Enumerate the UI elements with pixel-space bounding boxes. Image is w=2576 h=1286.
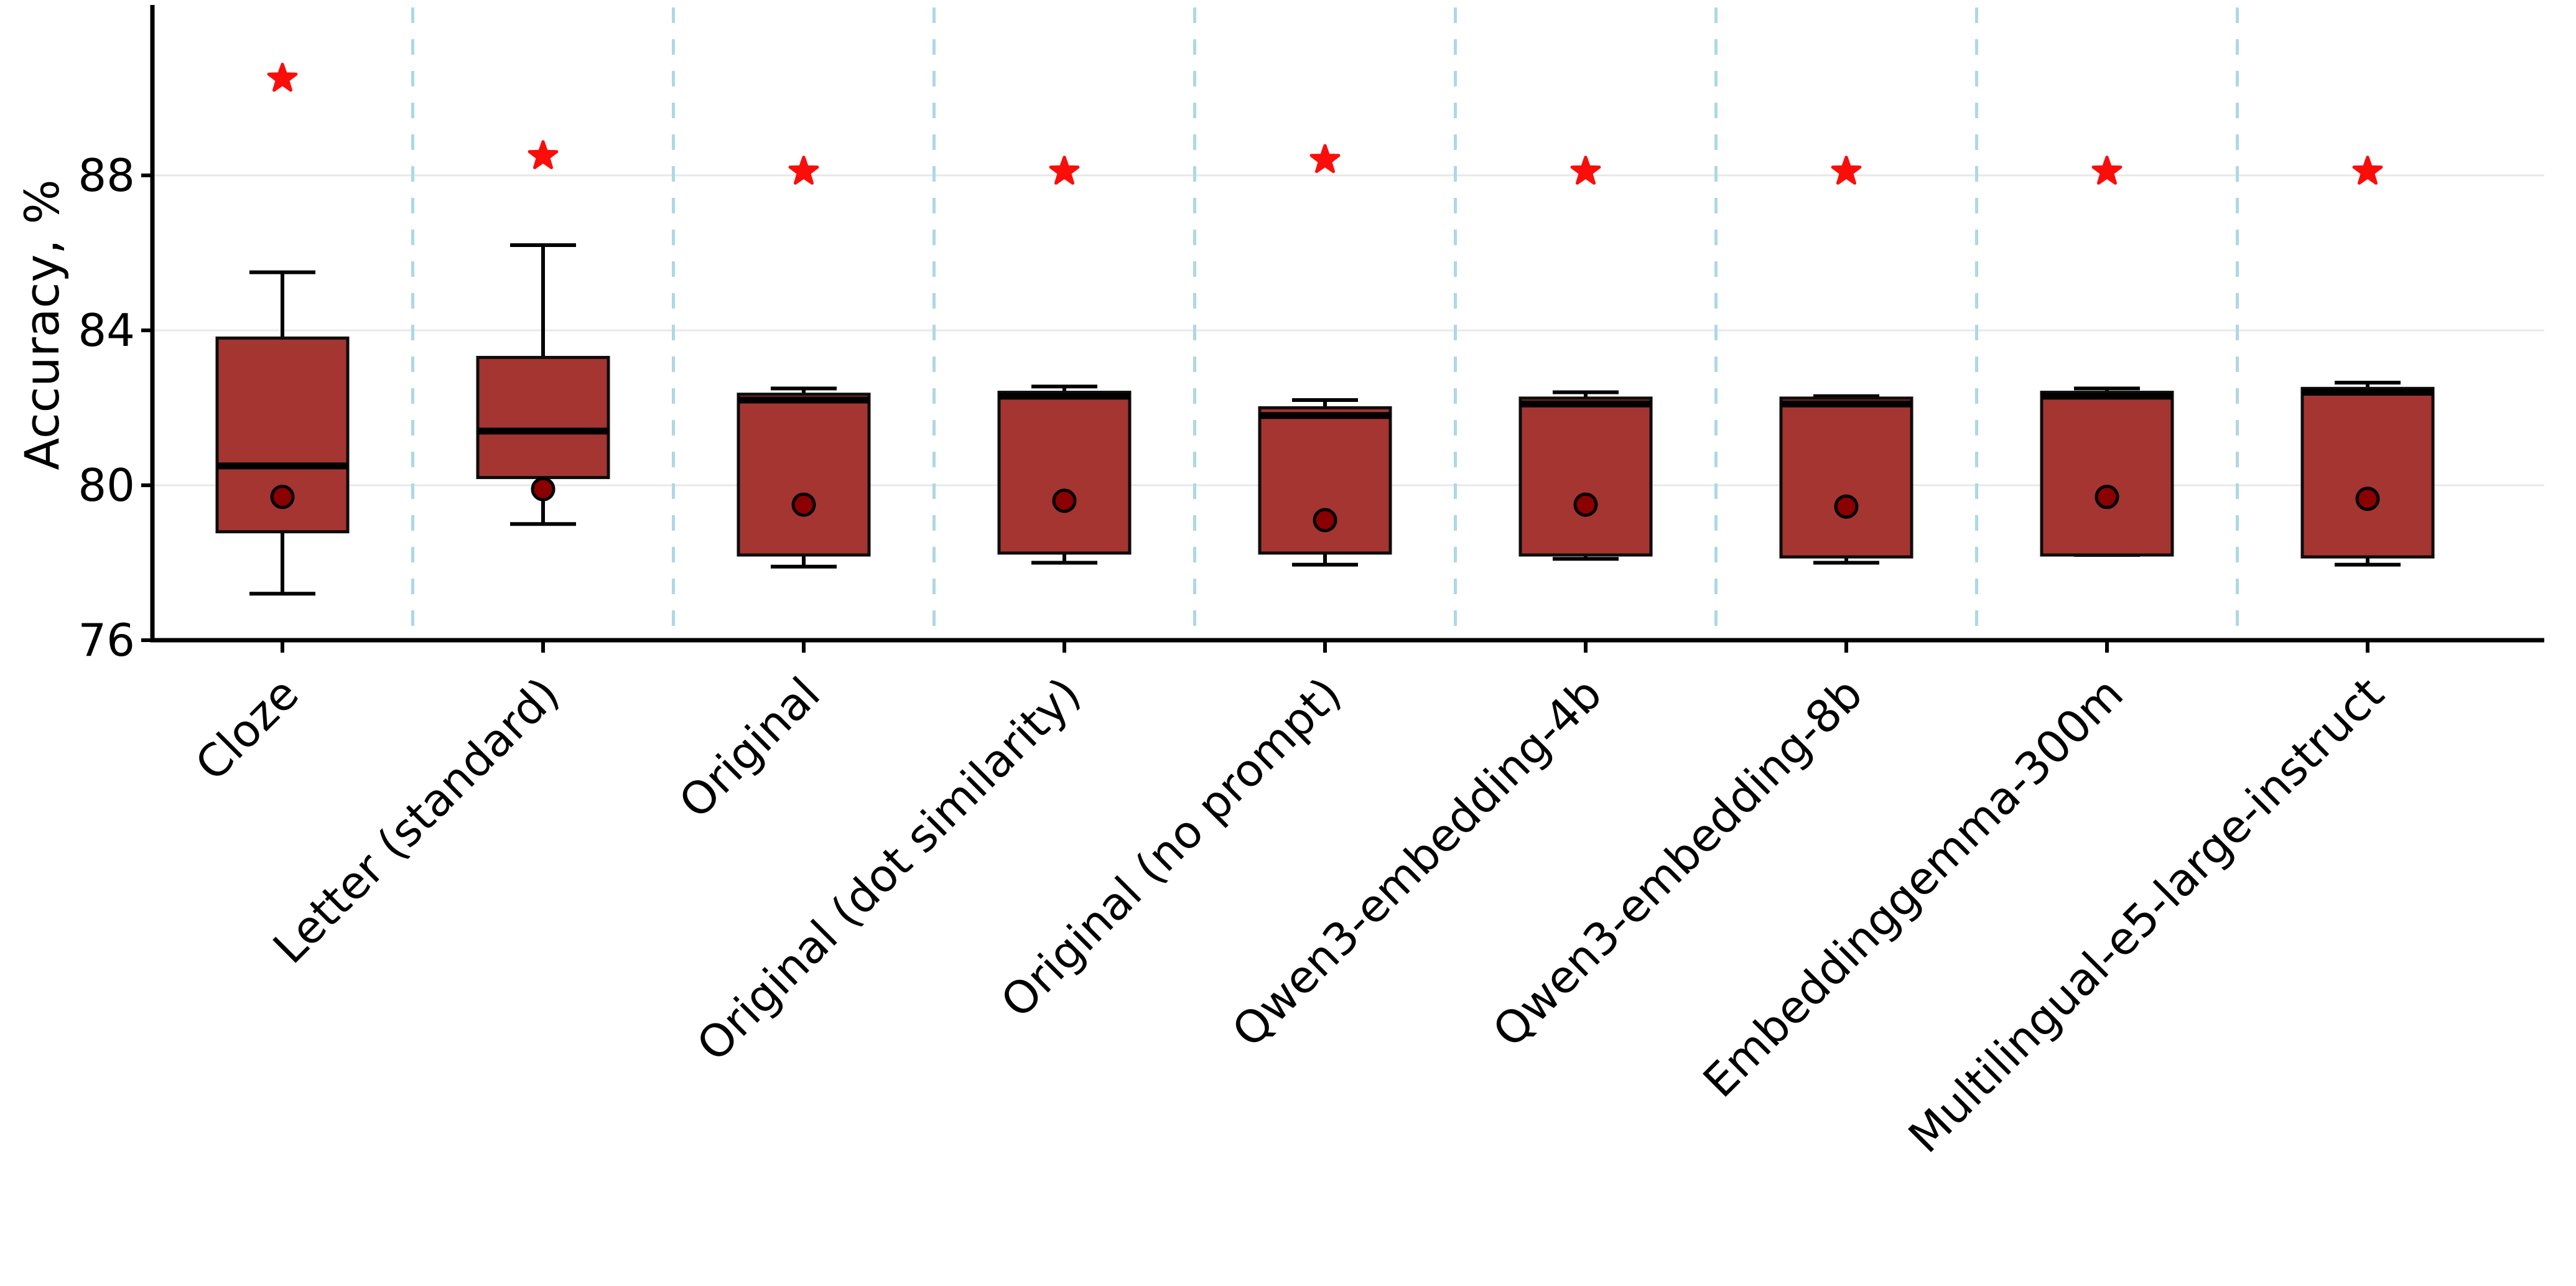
y-tick-label: 84: [78, 304, 135, 356]
best-star: [1049, 156, 1080, 185]
x-tick-label: Cloze: [185, 668, 309, 791]
mean-dot: [2095, 485, 2119, 510]
y-tick-label: 80: [78, 459, 135, 511]
x-tick-label: Original: [669, 668, 830, 829]
mean-dot: [1052, 488, 1077, 513]
y-tick-label: 88: [78, 149, 135, 202]
box-group: Letter (standard): [263, 140, 610, 974]
x-tick-label: Multilingual-e5-large-instruct: [1899, 668, 2394, 1163]
mean-dot: [1313, 508, 1337, 533]
best-star: [1309, 144, 1341, 174]
mean-dot: [791, 492, 816, 517]
y-tick-label: 76: [78, 614, 135, 666]
iqr-box: [1779, 396, 1913, 559]
iqr-box: [997, 391, 1132, 555]
best-star: [788, 156, 819, 185]
mean-dot: [1573, 492, 1598, 517]
mean-dot: [270, 485, 295, 510]
best-star: [267, 62, 298, 92]
best-star: [1570, 156, 1601, 185]
y-axis-label: Accuracy, %: [14, 179, 70, 470]
iqr-box: [476, 356, 610, 480]
box-group: Original: [669, 156, 871, 829]
iqr-box: [2040, 391, 2174, 557]
mean-dot: [1834, 494, 1859, 519]
x-tick-label: Letter (standard): [263, 668, 569, 974]
iqr-box: [1518, 396, 1653, 557]
best-star: [528, 140, 559, 169]
x-tick-label: Embeddinggemma-300m: [1693, 668, 2133, 1107]
mean-dot: [2355, 487, 2380, 511]
iqr-box: [737, 393, 871, 557]
best-star: [2352, 156, 2383, 185]
box-group: Original (no prompt): [991, 144, 1392, 1028]
mean-dot: [531, 477, 556, 501]
box-group: Cloze: [185, 62, 350, 791]
iqr-box: [2300, 386, 2435, 559]
best-star: [1831, 156, 1862, 185]
best-star: [2091, 156, 2123, 185]
box-group: Multilingual-e5-large-instruct: [1899, 156, 2435, 1163]
